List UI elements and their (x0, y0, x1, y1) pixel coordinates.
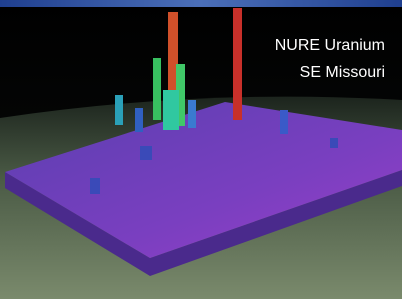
column (140, 146, 152, 160)
column (153, 58, 161, 120)
column (115, 95, 123, 125)
scene: NURE Uranium SE Missouri (0, 0, 402, 299)
page: NURE Uranium SE Missouri (() => { const … (0, 0, 402, 299)
column (330, 138, 338, 148)
caption-line: NURE Uranium (275, 37, 385, 54)
column (188, 100, 196, 128)
column (233, 8, 242, 120)
top-banner (0, 0, 402, 7)
column (135, 108, 143, 132)
column (163, 90, 179, 130)
caption-line: SE Missouri (300, 64, 385, 81)
column (90, 178, 100, 194)
column (280, 110, 288, 134)
